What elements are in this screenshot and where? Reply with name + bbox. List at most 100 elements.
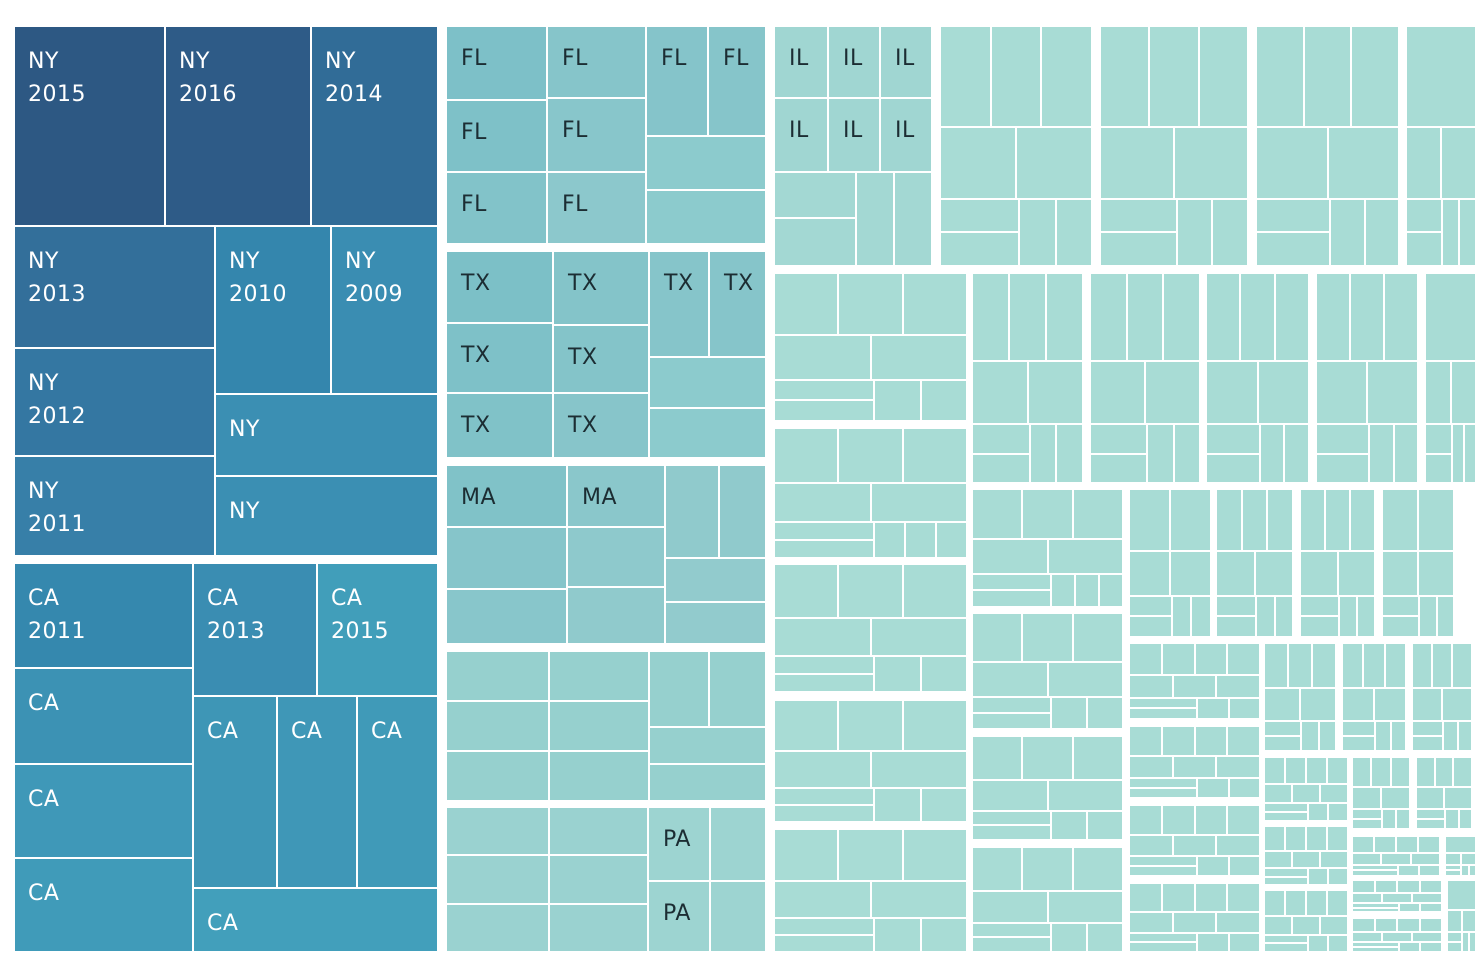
- state-tile: [1284, 424, 1309, 483]
- tile-label: FL: [461, 46, 487, 71]
- ny-tile: NY 2015: [14, 26, 165, 226]
- state-tile: [1397, 880, 1420, 894]
- tile-label: IL: [789, 118, 809, 143]
- state-tile: [1264, 735, 1302, 751]
- il-tile: IL: [828, 98, 880, 172]
- state-tile: [774, 482, 871, 522]
- state-tile: [1352, 903, 1399, 908]
- state-tile: [1396, 836, 1418, 853]
- state-tile: [1194, 643, 1228, 675]
- state-tile: [1129, 643, 1162, 675]
- fl-tile: FL: [446, 26, 547, 100]
- state-tile: [1396, 808, 1410, 829]
- state-tile: [870, 335, 967, 380]
- il-tile: IL: [880, 98, 932, 172]
- state-tile: [1129, 834, 1173, 857]
- pa-tile: [549, 855, 648, 904]
- state-tile: [549, 701, 649, 751]
- state-tile: [1342, 720, 1376, 736]
- state-tile: [1412, 893, 1442, 904]
- state-tile: [1307, 934, 1328, 952]
- state-tile: [1090, 273, 1127, 362]
- state-tile: [1100, 198, 1177, 233]
- state-tile: [1176, 198, 1213, 266]
- state-tile: [874, 379, 921, 421]
- state-tile: [920, 379, 967, 421]
- state-tile: [774, 564, 839, 618]
- ca-tile: CA: [357, 696, 438, 888]
- state-tile: [1050, 573, 1075, 607]
- tile-label: CA: [207, 911, 239, 936]
- tile-label: FL: [461, 120, 487, 145]
- state-tile: [774, 880, 871, 918]
- state-tile: [1264, 876, 1308, 885]
- state-tile: [1419, 595, 1437, 637]
- state-tile: [1197, 856, 1229, 876]
- state-tile: [972, 424, 1030, 454]
- state-tile: [1206, 273, 1241, 362]
- tile-label: IL: [843, 46, 863, 71]
- state-tile: [1264, 803, 1308, 813]
- tx-tile: [649, 357, 766, 408]
- state-tile: [905, 521, 937, 558]
- state-tile: [1050, 696, 1087, 729]
- tile-label: FL: [723, 46, 749, 71]
- state-tile: [1129, 942, 1198, 952]
- ma-tile: [567, 527, 665, 587]
- state-tile: [1173, 424, 1200, 483]
- state-tile: [1416, 818, 1446, 829]
- state-tile: [1129, 489, 1170, 552]
- pa-tile: [710, 807, 766, 881]
- tx-tile: TX: [446, 323, 553, 393]
- state-tile: [1228, 777, 1260, 798]
- state-tile: [1194, 726, 1228, 757]
- state-tile: [1264, 783, 1292, 804]
- state-tile: [1352, 787, 1381, 809]
- state-tile: [1434, 757, 1454, 788]
- state-tile: [1241, 489, 1268, 552]
- tile-label: CA 2015: [331, 586, 389, 644]
- state-tile: [1086, 922, 1123, 952]
- state-tile: [1342, 643, 1364, 689]
- state-tile: [1320, 850, 1348, 869]
- state-tile: [936, 521, 967, 558]
- ma-tile: [719, 465, 766, 558]
- tile-label: MA: [582, 485, 618, 510]
- state-tile: [1090, 453, 1148, 483]
- state-tile: [972, 712, 1051, 729]
- state-tile: [1367, 361, 1418, 425]
- state-tile: [1416, 787, 1444, 809]
- state-tile: [1300, 489, 1325, 552]
- pa-tile: [549, 903, 648, 952]
- state-tile: [1274, 595, 1293, 637]
- tile-label: PA: [663, 901, 691, 926]
- ny-tile: NY 2011: [14, 456, 215, 556]
- state-tile: [549, 751, 649, 801]
- state-tile: [1445, 870, 1462, 876]
- state-tile: [972, 810, 1051, 826]
- state-tile: [1398, 942, 1421, 952]
- state-tile: [1074, 573, 1099, 607]
- state-tile: [1264, 934, 1308, 944]
- ca-tile: CA: [14, 858, 193, 952]
- state-tile: [1126, 273, 1164, 362]
- state-tile: [1374, 688, 1406, 721]
- ca-tile: CA 2015: [317, 563, 438, 696]
- state-tile: [1285, 826, 1306, 851]
- state-tile: [972, 590, 1051, 607]
- state-tile: [1425, 453, 1452, 483]
- state-tile: [1300, 616, 1339, 637]
- state-tile: [1352, 852, 1382, 865]
- state-tile: [774, 379, 875, 401]
- state-tile: [1170, 551, 1211, 596]
- tile-label: FL: [661, 46, 687, 71]
- state-tile: [1129, 856, 1198, 867]
- ma-tile: [665, 602, 766, 644]
- state-tile: [774, 829, 839, 881]
- state-tile: [902, 829, 967, 881]
- state-tile: [1425, 273, 1476, 362]
- state-tile: [1352, 870, 1398, 876]
- state-tile: [838, 700, 903, 752]
- state-tile: [1445, 852, 1461, 865]
- state-tile: [1382, 551, 1418, 596]
